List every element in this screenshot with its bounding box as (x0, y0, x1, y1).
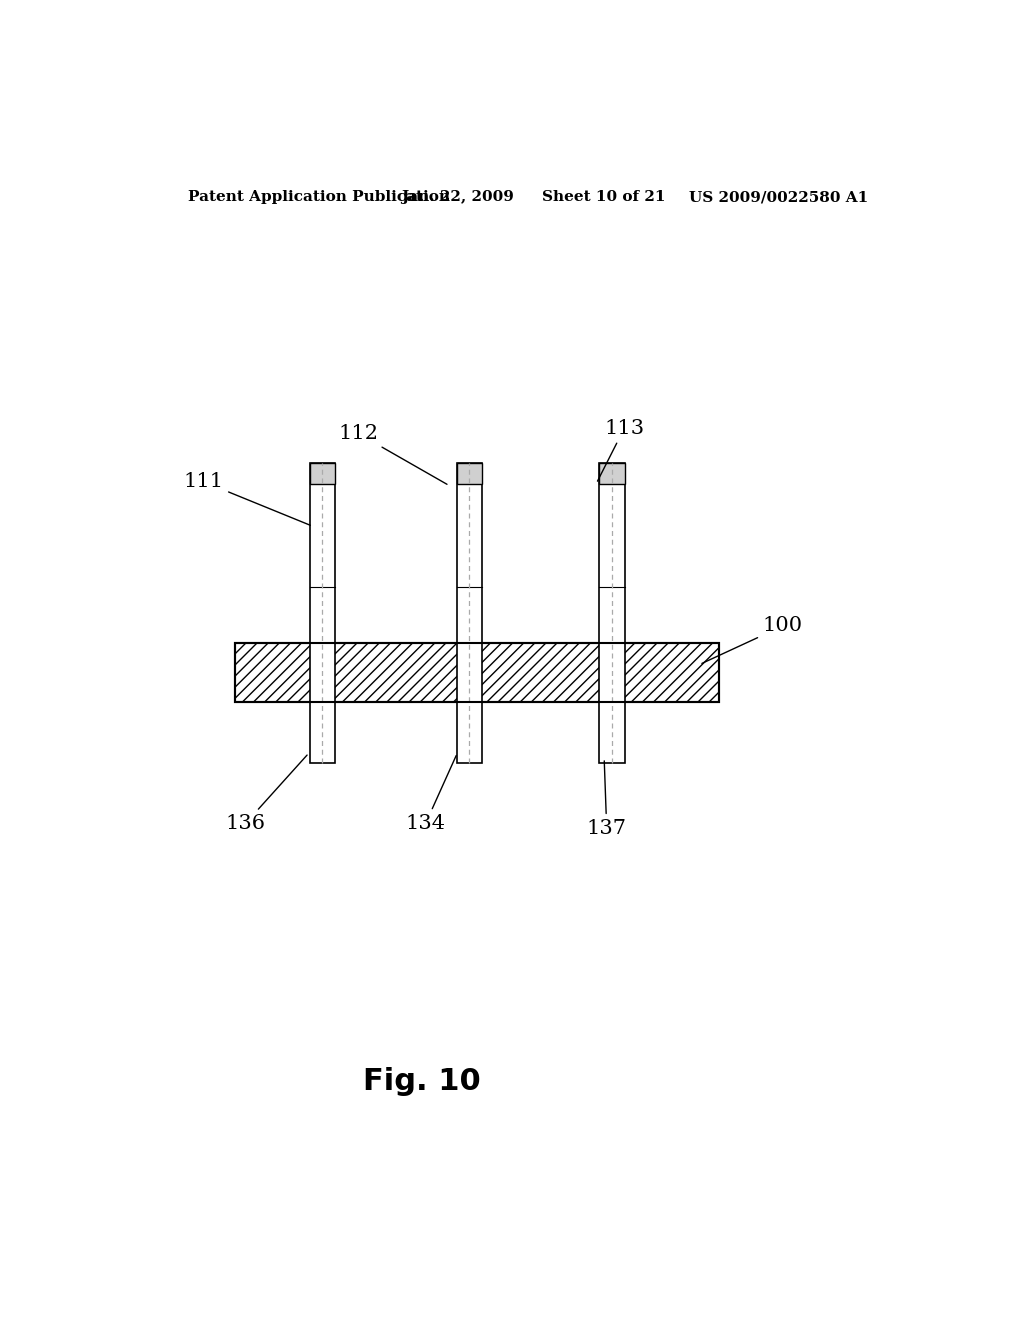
Text: Jan. 22, 2009: Jan. 22, 2009 (401, 190, 514, 205)
Text: Patent Application Publication: Patent Application Publication (187, 190, 450, 205)
Bar (599, 463, 625, 483)
Text: 137: 137 (587, 760, 627, 838)
Text: 112: 112 (338, 424, 447, 484)
Text: Sheet 10 of 21: Sheet 10 of 21 (543, 190, 666, 205)
Bar (599, 463, 625, 763)
Bar (309, 463, 335, 763)
Text: 136: 136 (225, 755, 307, 833)
Text: 134: 134 (406, 755, 457, 833)
Text: 111: 111 (183, 473, 310, 525)
Bar (236, 643, 719, 702)
Text: Fig. 10: Fig. 10 (362, 1067, 480, 1096)
Bar (309, 463, 335, 483)
Bar (457, 463, 482, 763)
Text: 100: 100 (701, 616, 803, 664)
Bar (236, 643, 719, 702)
Text: US 2009/0022580 A1: US 2009/0022580 A1 (689, 190, 868, 205)
Text: 113: 113 (597, 418, 644, 482)
Bar (457, 463, 482, 483)
